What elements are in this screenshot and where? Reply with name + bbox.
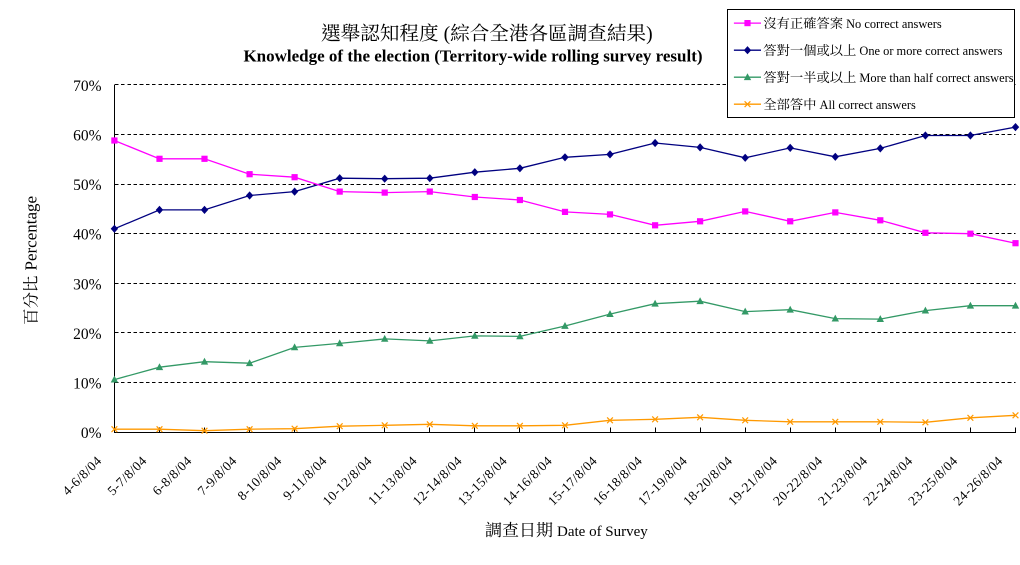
svg-text:): ): [646, 24, 653, 45]
svg-text:10%: 10%: [73, 376, 102, 393]
svg-text:Knowledge of the election (Ter: Knowledge of the election (Territory-wid…: [243, 47, 702, 66]
svg-text:40%: 40%: [73, 227, 102, 244]
svg-text:(: (: [444, 24, 451, 45]
svg-text:30%: 30%: [73, 276, 102, 293]
svg-text:Date of Survey: Date of Survey: [557, 524, 648, 540]
svg-text:One or more correct answers: One or more correct answers: [859, 44, 1002, 58]
svg-text:50%: 50%: [73, 177, 102, 194]
svg-text:20%: 20%: [73, 326, 102, 343]
svg-text:60%: 60%: [73, 128, 102, 145]
svg-text:More than half correct answers: More than half correct answers: [859, 71, 1013, 85]
svg-text:All correct answers: All correct answers: [820, 98, 917, 112]
svg-text:0%: 0%: [81, 425, 102, 442]
svg-text:Percentage: Percentage: [22, 196, 41, 271]
svg-text:No correct answers: No correct answers: [846, 17, 942, 31]
svg-text:70%: 70%: [73, 78, 102, 95]
